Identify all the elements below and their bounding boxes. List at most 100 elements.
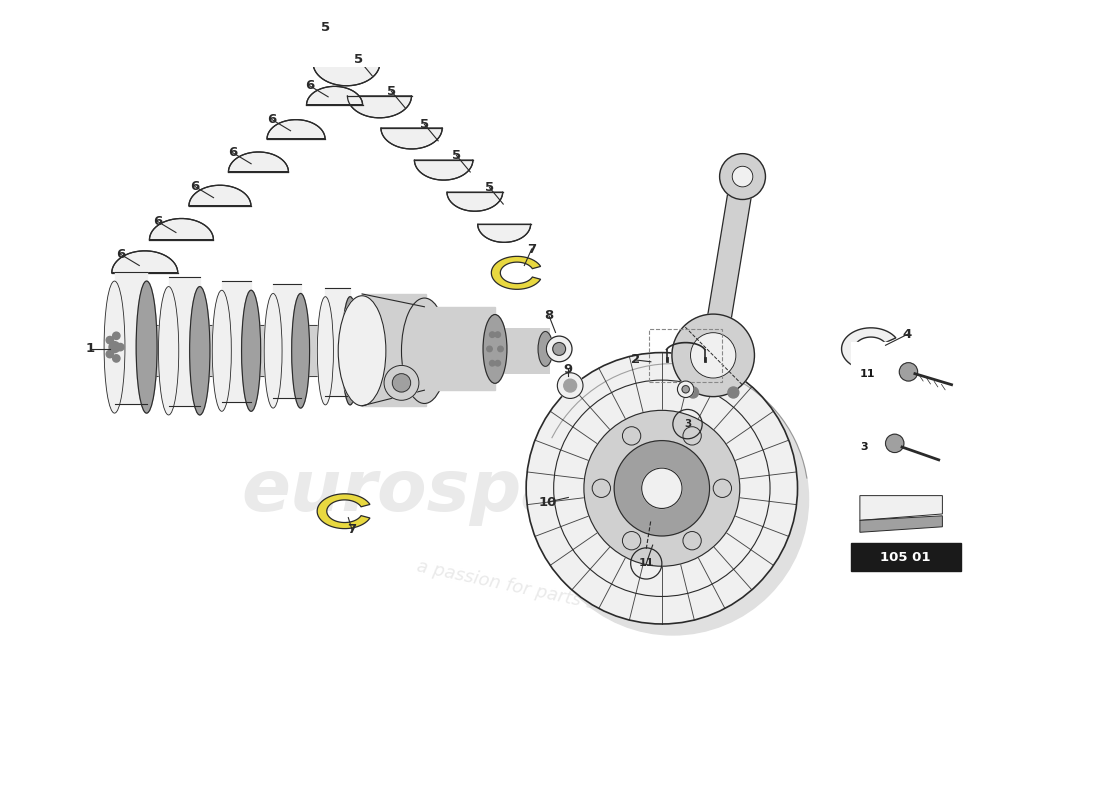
- Ellipse shape: [104, 281, 125, 413]
- Bar: [850, 342, 960, 406]
- Circle shape: [688, 387, 698, 398]
- Circle shape: [107, 337, 113, 344]
- Text: 11: 11: [638, 558, 654, 569]
- Bar: [649, 329, 723, 382]
- Polygon shape: [495, 330, 546, 366]
- Text: 9: 9: [564, 362, 573, 376]
- Circle shape: [728, 387, 739, 398]
- Circle shape: [623, 426, 641, 445]
- Circle shape: [486, 346, 492, 352]
- Text: 5: 5: [452, 149, 461, 162]
- Circle shape: [495, 361, 500, 366]
- Ellipse shape: [691, 333, 736, 378]
- Text: 7: 7: [348, 523, 356, 536]
- Ellipse shape: [342, 297, 359, 405]
- Circle shape: [886, 434, 904, 453]
- Ellipse shape: [384, 366, 419, 400]
- Polygon shape: [222, 281, 251, 402]
- Polygon shape: [277, 30, 346, 54]
- Circle shape: [497, 346, 503, 352]
- Polygon shape: [326, 287, 350, 396]
- Text: 6: 6: [305, 79, 315, 92]
- Bar: [850, 415, 960, 479]
- Polygon shape: [860, 516, 943, 532]
- Circle shape: [107, 350, 113, 358]
- Polygon shape: [273, 284, 300, 398]
- Circle shape: [109, 342, 120, 353]
- Polygon shape: [189, 186, 251, 206]
- Circle shape: [530, 356, 801, 628]
- Ellipse shape: [483, 314, 507, 383]
- Text: 11: 11: [860, 369, 876, 378]
- Polygon shape: [362, 294, 426, 406]
- Polygon shape: [114, 328, 550, 374]
- Circle shape: [900, 362, 917, 381]
- Text: eurospares: eurospares: [241, 458, 697, 526]
- Polygon shape: [314, 63, 380, 86]
- Ellipse shape: [292, 294, 309, 408]
- Polygon shape: [150, 218, 213, 240]
- Polygon shape: [860, 496, 943, 520]
- Ellipse shape: [212, 290, 231, 411]
- Ellipse shape: [553, 342, 565, 355]
- Ellipse shape: [242, 290, 261, 411]
- Text: a passion for parts since 1985: a passion for parts since 1985: [415, 558, 685, 632]
- Text: 5: 5: [387, 85, 396, 98]
- Polygon shape: [229, 152, 288, 172]
- Ellipse shape: [338, 296, 386, 406]
- Polygon shape: [447, 192, 503, 211]
- Ellipse shape: [672, 314, 755, 397]
- Text: 3: 3: [860, 442, 868, 452]
- Text: 3: 3: [684, 419, 691, 429]
- Polygon shape: [251, 325, 273, 377]
- Polygon shape: [112, 251, 178, 273]
- Polygon shape: [348, 96, 411, 118]
- Circle shape: [584, 410, 740, 566]
- Text: 4: 4: [903, 328, 912, 341]
- Text: 5: 5: [321, 21, 330, 34]
- Ellipse shape: [158, 286, 178, 415]
- Circle shape: [713, 479, 732, 498]
- Text: 6: 6: [190, 180, 200, 193]
- Text: 8: 8: [544, 310, 553, 322]
- Circle shape: [112, 354, 120, 362]
- Ellipse shape: [719, 154, 766, 199]
- Polygon shape: [114, 272, 146, 404]
- Text: 5: 5: [420, 118, 429, 131]
- Ellipse shape: [547, 336, 572, 362]
- Polygon shape: [492, 256, 540, 290]
- Text: 6: 6: [228, 146, 238, 159]
- Circle shape: [683, 426, 702, 445]
- Polygon shape: [307, 86, 363, 105]
- Circle shape: [490, 361, 495, 366]
- Circle shape: [526, 353, 798, 624]
- Polygon shape: [415, 160, 473, 180]
- Polygon shape: [300, 325, 326, 377]
- Polygon shape: [267, 120, 326, 139]
- Polygon shape: [702, 174, 755, 358]
- Text: 7: 7: [527, 242, 536, 255]
- Text: 5: 5: [485, 181, 494, 194]
- Polygon shape: [425, 306, 495, 390]
- Ellipse shape: [402, 298, 448, 403]
- Text: 2: 2: [630, 354, 640, 366]
- Polygon shape: [146, 325, 168, 377]
- Ellipse shape: [189, 286, 210, 415]
- Ellipse shape: [558, 373, 583, 398]
- Text: 6: 6: [267, 114, 277, 126]
- Circle shape: [117, 343, 124, 350]
- Ellipse shape: [317, 297, 333, 405]
- Circle shape: [490, 332, 495, 338]
- Circle shape: [534, 360, 805, 631]
- Polygon shape: [317, 494, 370, 529]
- Bar: [850, 543, 960, 571]
- Circle shape: [614, 441, 710, 536]
- Circle shape: [495, 332, 500, 338]
- Text: 5: 5: [286, 0, 295, 2]
- Ellipse shape: [136, 281, 157, 413]
- Circle shape: [683, 531, 702, 550]
- Text: 6: 6: [117, 248, 125, 261]
- Ellipse shape: [733, 166, 752, 187]
- Text: 105 01: 105 01: [880, 550, 931, 563]
- Polygon shape: [168, 278, 200, 406]
